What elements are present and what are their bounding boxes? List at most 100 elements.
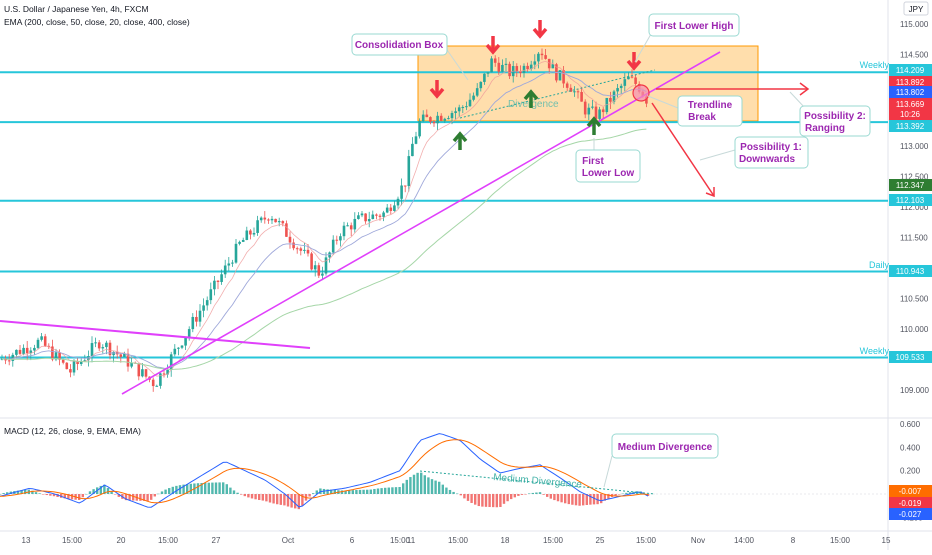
time-tick-label: 27 bbox=[212, 536, 221, 545]
macd-panel bbox=[0, 433, 888, 510]
candle-body bbox=[249, 230, 252, 235]
macd-tick-label: 0.200 bbox=[900, 467, 921, 476]
macd-histogram-bar bbox=[517, 494, 520, 496]
candle-body bbox=[238, 241, 241, 244]
candle-body bbox=[447, 118, 450, 120]
callout-first-lower-high[interactable]: First Lower High bbox=[634, 13, 740, 63]
candle-body bbox=[245, 230, 249, 240]
callout-consolidation-box[interactable]: Consolidation Box bbox=[351, 33, 469, 81]
candle-body bbox=[504, 63, 508, 65]
candle-body bbox=[191, 316, 195, 330]
candle-body bbox=[90, 343, 94, 357]
callout-medium-divergence[interactable]: Medium Divergence bbox=[603, 433, 719, 488]
macd-histogram-bar bbox=[355, 490, 358, 494]
candle-body bbox=[69, 369, 72, 373]
macd-histogram-bar bbox=[153, 494, 156, 497]
old-downtrend-line[interactable] bbox=[0, 320, 311, 349]
ema-legend[interactable]: EMA (200, close, 50, close, 20, close, 4… bbox=[4, 17, 190, 27]
price-divergence-line bbox=[459, 69, 656, 119]
candle-body bbox=[331, 239, 335, 253]
down-arrow-head bbox=[532, 27, 548, 39]
price-tag-label: 10:26 bbox=[900, 110, 921, 119]
macd-histogram-bar bbox=[326, 489, 329, 494]
macd-histogram-bar bbox=[456, 493, 459, 495]
candle-body bbox=[295, 248, 299, 250]
up-arrows bbox=[452, 89, 602, 150]
candle-body bbox=[591, 106, 594, 108]
candle-body bbox=[360, 213, 364, 216]
time-tick-label: 15:00 bbox=[830, 536, 851, 545]
price-tag-bg bbox=[889, 120, 932, 132]
macd-histogram-bar bbox=[254, 494, 257, 500]
trendline-break-circle[interactable] bbox=[632, 84, 650, 102]
macd-tick-label: 0.400 bbox=[900, 443, 921, 452]
macd-histogram-bar bbox=[49, 494, 52, 496]
candle-body bbox=[11, 354, 15, 361]
macd-histogram-bar bbox=[261, 494, 264, 501]
downwards-arrow[interactable] bbox=[651, 102, 715, 198]
callout-first-lower-low[interactable]: First Lower Low bbox=[575, 138, 641, 183]
price-tag-bg bbox=[889, 108, 932, 120]
macd-histogram-bar bbox=[628, 492, 632, 494]
time-tick-label: 8 bbox=[791, 536, 796, 545]
macd-histogram-bar bbox=[168, 488, 171, 494]
callout-possibility-1[interactable]: Possibility 1: Downwards bbox=[699, 136, 809, 169]
candle-body bbox=[79, 360, 83, 365]
price-tag-label: 112.347 bbox=[896, 181, 925, 190]
macd-histogram-bar bbox=[333, 489, 336, 494]
ema-20-line bbox=[1, 60, 647, 377]
callout-poss1-text-2: Downwards bbox=[739, 154, 796, 165]
price-tick-label: 112.000 bbox=[900, 203, 929, 212]
candle-body bbox=[493, 58, 497, 63]
candle-body bbox=[317, 265, 321, 276]
callout-possibility-2[interactable]: Possibility 2: Ranging bbox=[789, 91, 871, 137]
candle-body bbox=[389, 207, 393, 211]
macd-axis[interactable]: 0.6000.4000.2000.000-0.200-0.007-0.019-0… bbox=[889, 420, 932, 522]
currency-box[interactable] bbox=[903, 1, 929, 16]
candle-body bbox=[162, 373, 166, 375]
uptrend-line[interactable] bbox=[121, 51, 721, 395]
macd-histogram-bar bbox=[596, 494, 599, 505]
macd-histogram-bar bbox=[448, 489, 452, 494]
macd-histogram-bar bbox=[492, 494, 495, 508]
macd-histogram-bar bbox=[70, 494, 74, 500]
macd-histogram-bar bbox=[567, 494, 570, 505]
macd-legend[interactable]: MACD (12, 26, close, 9, EMA, EMA) bbox=[4, 426, 141, 436]
macd-histogram-bar bbox=[614, 494, 617, 496]
price-tag-label: 109.533 bbox=[896, 353, 925, 362]
candle-body bbox=[436, 115, 439, 124]
candle-body bbox=[619, 85, 623, 89]
candle-body bbox=[151, 379, 155, 387]
macd-histogram-bar bbox=[92, 489, 95, 494]
macd-tag-label: -0.027 bbox=[899, 510, 922, 519]
candle-body bbox=[522, 65, 526, 73]
macd-histogram-bar bbox=[549, 494, 552, 499]
time-tick-label: 18 bbox=[501, 536, 510, 545]
macd-histogram-bar bbox=[376, 488, 380, 494]
macd-histogram-bar bbox=[63, 494, 66, 499]
macd-histogram-bar bbox=[556, 494, 560, 502]
macd-histogram-bar bbox=[412, 474, 416, 494]
macd-histogram-bar bbox=[225, 484, 228, 494]
macd-histogram-bar bbox=[646, 494, 650, 496]
callout-trendline-text-1: Trendline bbox=[688, 100, 733, 111]
candle-body bbox=[407, 156, 411, 187]
macd-histogram-bar bbox=[427, 477, 430, 494]
price-tick-label: 115.000 bbox=[900, 20, 929, 29]
macd-histogram-bar bbox=[481, 494, 484, 507]
macd-histogram-bar bbox=[186, 484, 189, 494]
candle-body bbox=[216, 280, 220, 282]
macd-histogram-bar bbox=[124, 494, 128, 501]
macd-histogram-bar bbox=[340, 490, 344, 494]
candle-body bbox=[18, 349, 22, 354]
symbol-title[interactable]: U.S. Dollar / Japanese Yen, 4h, FXCM bbox=[4, 4, 149, 14]
ranging-arrow[interactable] bbox=[656, 82, 810, 96]
candle-body bbox=[58, 352, 61, 360]
macd-histogram-bar bbox=[297, 494, 300, 510]
callout-trendline-break[interactable]: Trendline Break bbox=[647, 95, 743, 127]
candle-body bbox=[601, 109, 605, 113]
candle-body bbox=[468, 99, 472, 107]
